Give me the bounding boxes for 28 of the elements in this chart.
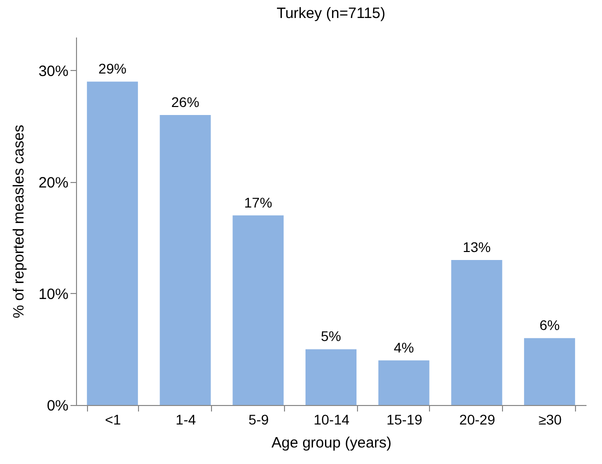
x-axis-title: Age group (years)	[271, 434, 392, 452]
data-label: 17%	[244, 194, 272, 210]
data-label: 5%	[320, 328, 342, 344]
y-axis-title: % of reported measles cases	[10, 124, 28, 318]
bar	[378, 360, 430, 405]
x-tick-label: <1	[104, 412, 122, 428]
x-tick-label: ≥30	[538, 412, 562, 428]
data-label: 29%	[98, 60, 126, 77]
data-label: 26%	[171, 94, 200, 110]
y-tick-label: 30%	[38, 62, 68, 80]
x-tick-label: 5-9	[248, 412, 269, 428]
bar	[306, 349, 356, 405]
y-tick-label: 10%	[38, 286, 68, 303]
bar	[86, 82, 138, 405]
x-tick-label: 15-19	[386, 412, 422, 428]
data-label: 4%	[394, 339, 414, 356]
bar	[160, 115, 211, 405]
x-tick-label: 10-14	[314, 412, 350, 428]
data-label: 13%	[462, 239, 491, 256]
y-tick-label: 20%	[38, 174, 68, 192]
bar	[232, 215, 284, 405]
y-tick-label: 0%	[46, 398, 68, 414]
x-tick-label: 20-29	[459, 412, 496, 428]
bar	[524, 338, 576, 405]
data-label: 6%	[539, 317, 560, 334]
chart-title: Turkey (n=7115)	[276, 5, 386, 22]
x-tick-label: 1-4	[176, 412, 196, 428]
bar	[451, 260, 502, 405]
